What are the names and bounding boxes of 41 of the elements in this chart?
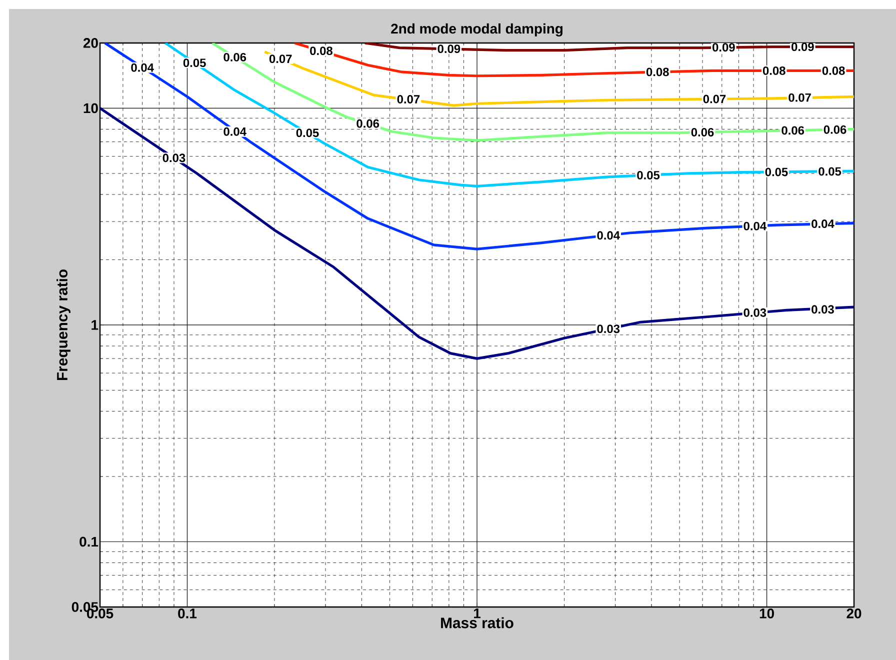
annotation: 0.09 (712, 43, 735, 52)
annotation: 0.05 (637, 170, 660, 180)
annotation: 0.04 (597, 231, 620, 240)
y-tick-label: 0.1 (80, 536, 98, 547)
annotation: 0.06 (356, 119, 380, 128)
annotation: 0.04 (812, 220, 834, 228)
annotation: 0.05 (296, 128, 319, 138)
annotation: 0.06 (224, 52, 246, 62)
annotation: 0.05 (183, 58, 206, 68)
x-tick-label: 0.1 (178, 608, 197, 618)
annotation: 0.07 (397, 95, 420, 104)
annotation: 0.04 (744, 222, 766, 230)
annotation: 0.07 (703, 94, 726, 104)
x-tick-label: 20 (846, 608, 862, 618)
annotation: 0.03 (162, 154, 186, 162)
annotation: 0.08 (310, 46, 332, 56)
annotation: 0.04 (224, 127, 246, 136)
y-tick-label: 20 (83, 38, 98, 48)
annotation: 0.07 (269, 54, 292, 64)
annotation: 0.04 (131, 63, 154, 72)
x-tick-label: 10 (760, 608, 774, 618)
y-tick-label: 1 (92, 320, 98, 330)
annotation: 0.09 (438, 44, 460, 54)
annotation: 0.06 (824, 125, 846, 134)
annotation: 0.03 (597, 324, 620, 334)
annotation: 0.07 (788, 93, 811, 102)
chart-title: 2nd mode modal damping (391, 23, 562, 36)
annotation: 0.03 (744, 308, 766, 317)
annotation: 0.06 (691, 128, 714, 136)
annotation: 0.03 (812, 305, 834, 314)
x-axis-title: Mass ratio (441, 617, 514, 628)
annotation: 0.05 (818, 167, 842, 176)
y-tick-label: 10 (84, 103, 98, 114)
annotation: 0.06 (782, 126, 804, 135)
y-axis-title: Frequency ratio (56, 270, 70, 380)
annotation: 0.08 (762, 66, 786, 75)
annotation: 0.08 (822, 66, 845, 75)
annotation: 0.08 (646, 68, 669, 76)
annotation: 0.09 (792, 42, 814, 52)
annotation: 0.05 (765, 168, 788, 176)
x-tick-label: 1 (474, 608, 481, 618)
